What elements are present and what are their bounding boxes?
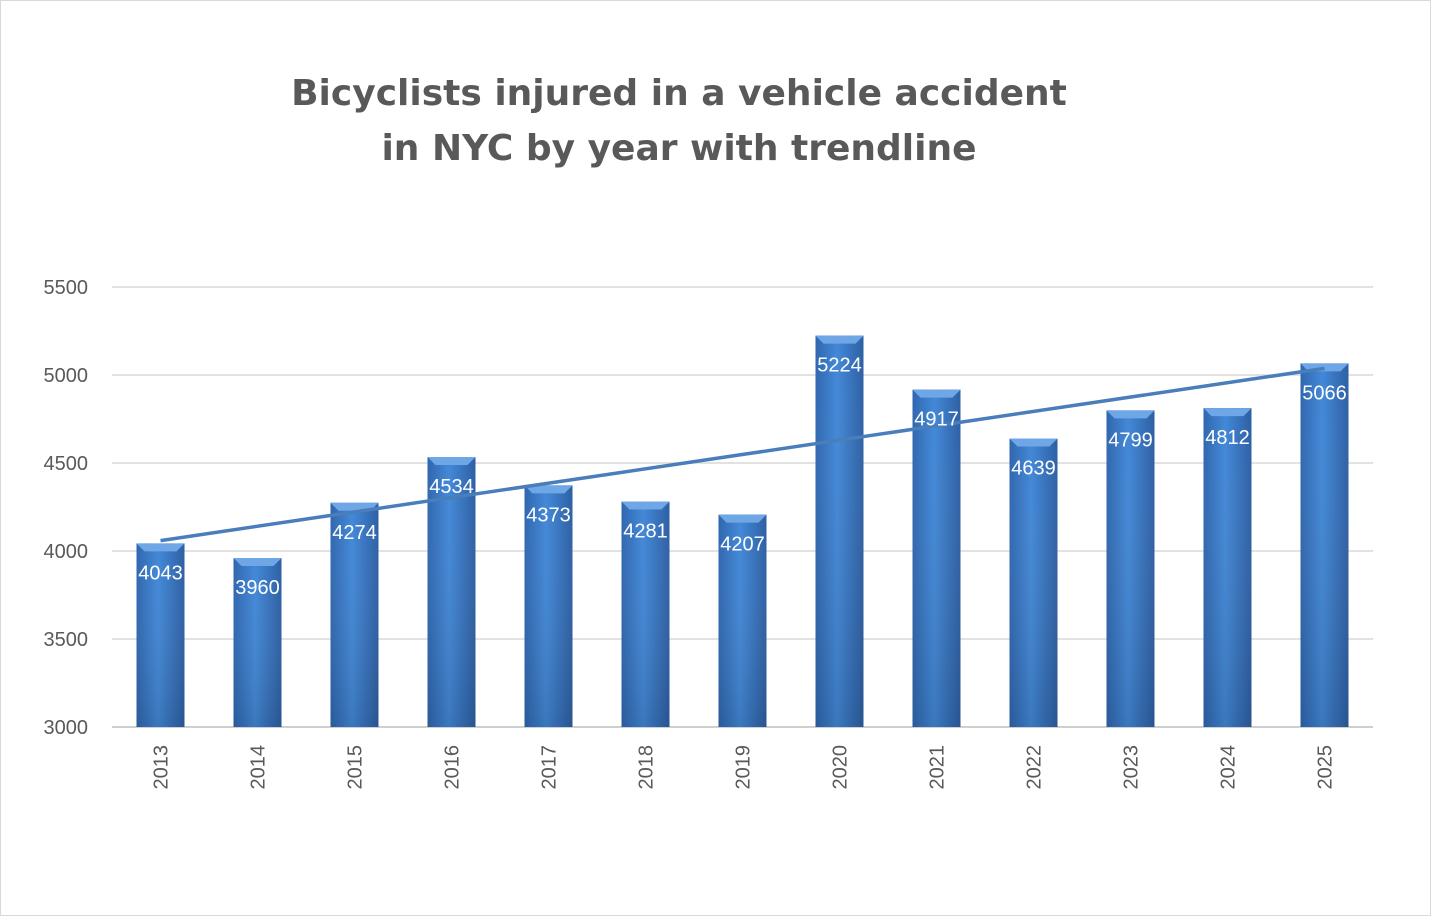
bar-2017	[524, 485, 573, 727]
x-tick-label: 2020	[830, 745, 852, 790]
bar-2020	[815, 335, 864, 727]
bar-shade	[233, 558, 282, 727]
bar-bevel	[524, 485, 573, 494]
bar-shade	[1106, 410, 1155, 727]
x-tick-label: 2019	[733, 745, 755, 790]
bar-2022	[1009, 438, 1058, 727]
data-label: 4281	[623, 521, 668, 543]
x-tick-label: 2013	[151, 745, 173, 790]
bar-bevel	[912, 389, 961, 398]
y-tick-label: 4500	[44, 453, 89, 475]
x-tick-label: 2015	[345, 745, 367, 790]
bar-bevel	[427, 457, 476, 466]
data-label: 4534	[429, 476, 474, 498]
bar-shade	[718, 514, 767, 727]
x-tick-label: 2022	[1024, 745, 1046, 790]
bar-bevel	[136, 543, 185, 552]
bar-bevel	[1203, 408, 1252, 417]
bar-2025	[1300, 363, 1349, 727]
bar-shade	[427, 457, 476, 727]
bar-bevel	[1009, 438, 1058, 447]
chart-title-line-2: in NYC by year with trendline	[381, 128, 976, 169]
x-tick-label: 2016	[442, 745, 464, 790]
bar-bevel	[718, 514, 767, 523]
data-label: 4373	[526, 504, 571, 526]
data-label: 4639	[1011, 458, 1056, 480]
x-tick-label: 2014	[248, 745, 270, 790]
x-tick-label: 2023	[1121, 745, 1143, 790]
bar-bevel	[815, 335, 864, 344]
bar-bevel	[621, 501, 670, 510]
bar-shade	[330, 502, 379, 727]
bar-shade	[912, 389, 961, 727]
bar-shade	[136, 543, 185, 727]
y-tick-label: 5500	[44, 277, 89, 299]
bar-shade	[815, 335, 864, 727]
y-tick-label: 3500	[44, 629, 89, 651]
bar-shade	[524, 485, 573, 727]
data-label: 5224	[817, 355, 862, 377]
trendline	[160, 366, 1325, 543]
chart-title-line-1: Bicyclists injured in a vehicle accident	[291, 73, 1067, 114]
data-label: 4274	[332, 522, 377, 544]
bar-2013	[136, 543, 185, 727]
bar-2014	[233, 558, 282, 727]
data-label: 4812	[1205, 427, 1250, 449]
x-tick-label: 2017	[539, 745, 561, 790]
x-tick-label: 2018	[636, 745, 658, 790]
bar-shade	[1300, 363, 1349, 727]
bar-bevel	[1106, 410, 1155, 419]
bar-2018	[621, 501, 670, 727]
y-tick-label: 4000	[44, 541, 89, 563]
bar-2023	[1106, 410, 1155, 727]
bar-shade	[1009, 438, 1058, 727]
data-label: 4043	[138, 562, 183, 584]
data-label: 4207	[720, 534, 765, 556]
bar-2015	[330, 502, 379, 727]
x-tick-label: 2021	[927, 745, 949, 790]
bar-shade	[1203, 408, 1252, 727]
bar-bevel	[233, 558, 282, 567]
bar-2016	[427, 457, 476, 727]
x-tick-label: 2025	[1315, 745, 1337, 790]
y-tick-label: 5000	[44, 365, 89, 387]
data-label: 5066	[1302, 382, 1347, 404]
bar-shade	[621, 501, 670, 727]
x-tick-label: 2024	[1218, 745, 1240, 790]
data-label: 4917	[914, 409, 959, 431]
data-label: 4799	[1108, 429, 1153, 451]
data-label: 3960	[235, 577, 280, 599]
bar-2024	[1203, 408, 1252, 727]
bar-2019	[718, 514, 767, 727]
y-tick-label: 3000	[44, 717, 89, 739]
bar-2021	[912, 389, 961, 727]
